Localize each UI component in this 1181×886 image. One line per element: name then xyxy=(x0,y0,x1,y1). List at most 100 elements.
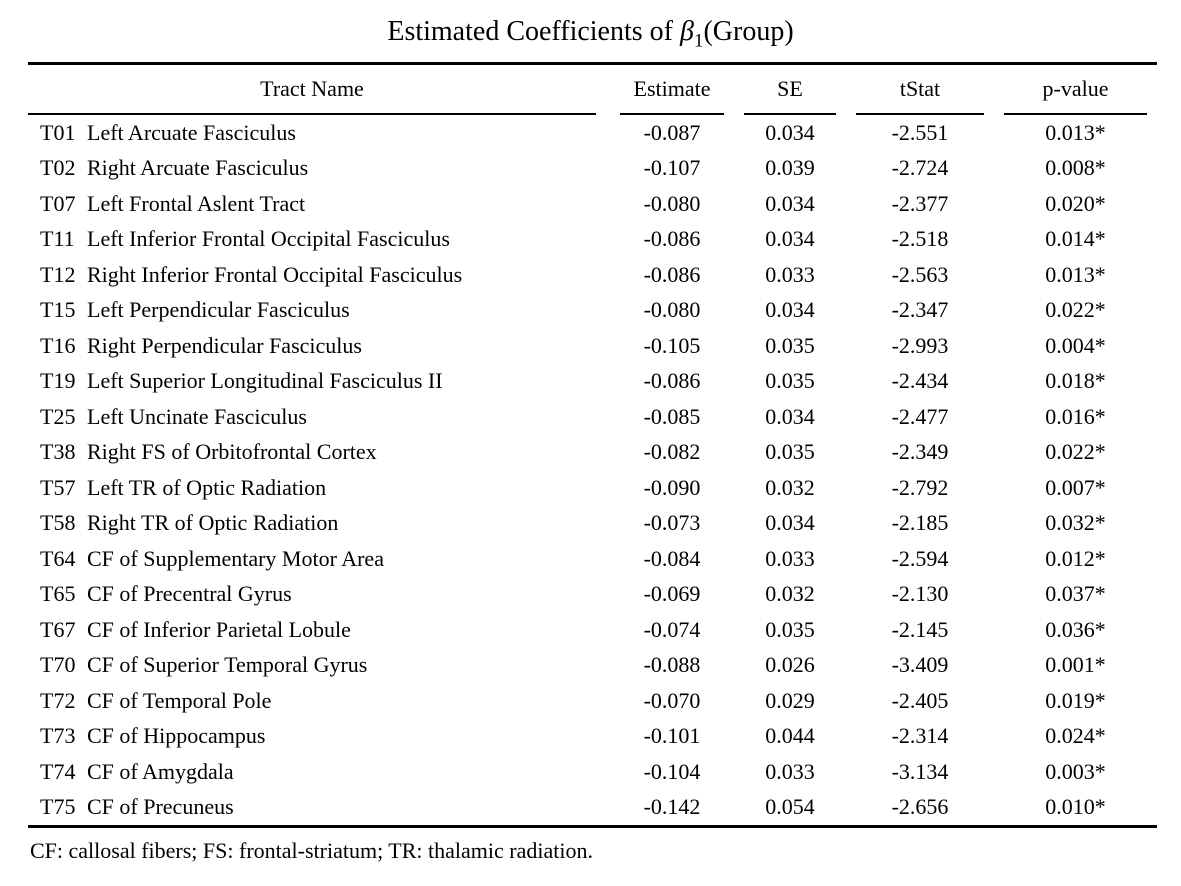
estimate-cell: -0.090 xyxy=(643,474,701,500)
tstat-cell: -3.409 xyxy=(891,652,949,678)
pvalue-cell: 0.019* xyxy=(1045,687,1106,713)
column-header-tstat: tStat xyxy=(846,64,994,115)
pvalue-cell: 0.018* xyxy=(1045,368,1106,394)
tract-name: CF of Supplementary Motor Area xyxy=(87,545,384,571)
table-row: T70 CF of Superior Temporal Gyrus -0.088 0.… xyxy=(28,648,1157,684)
tract-id: T74 xyxy=(40,758,76,784)
beta-symbol: β xyxy=(679,16,694,47)
estimate-cell: -0.073 xyxy=(643,510,701,536)
tract-id: T16 xyxy=(40,332,76,358)
tract-name: Left TR of Optic Radiation xyxy=(87,474,327,500)
tstat-cell: -2.349 xyxy=(891,439,949,465)
header-label-pvalue: p-value xyxy=(1042,76,1109,101)
tract-cell: T19 Left Superior Longitudinal Fasciculus… xyxy=(28,364,610,400)
tstat-cell: -2.594 xyxy=(891,545,949,571)
pvalue-cell: 0.016* xyxy=(1045,403,1106,429)
tract-name: CF of Hippocampus xyxy=(87,723,266,749)
se-cell: 0.029 xyxy=(765,687,815,713)
se-cell: 0.039 xyxy=(765,155,815,181)
tract-name: Left Inferior Frontal Occipital Fascicul… xyxy=(87,226,450,252)
pvalue-cell: 0.014* xyxy=(1045,226,1106,252)
pvalue-cell: 0.001* xyxy=(1045,652,1106,678)
beta-subscript: 1 xyxy=(693,30,704,52)
tstat-cell: -2.405 xyxy=(891,687,949,713)
tract-cell: T25 Left Uncinate Fasciculus xyxy=(28,399,610,435)
tract-cell: T70 CF of Superior Temporal Gyrus xyxy=(28,648,610,684)
tract-cell: T72 CF of Temporal Pole xyxy=(28,683,610,719)
tract-name: Left Arcuate Fasciculus xyxy=(87,119,296,145)
estimate-cell: -0.070 xyxy=(643,687,701,713)
coefficients-table: Tract Name Estimate SE tStat p-value T01… xyxy=(28,62,1157,828)
tract-id: T25 xyxy=(40,403,76,429)
estimate-cell: -0.105 xyxy=(643,332,701,358)
table-row: T64 CF of Supplementary Motor Area -0.084 0… xyxy=(28,541,1157,577)
table-row: T74 CF of Amygdala -0.104 0.033 -3.134 0.003* xyxy=(28,754,1157,790)
tract-cell: T65 CF of Precentral Gyrus xyxy=(28,577,610,613)
table-row: T02 Right Arcuate Fasciculus -0.107 0.039 -2… xyxy=(28,151,1157,187)
header-label-se: SE xyxy=(777,76,803,101)
se-cell: 0.034 xyxy=(765,510,815,536)
table-row: T11 Left Inferior Frontal Occipital Fasci… xyxy=(28,222,1157,258)
tract-name: CF of Precentral Gyrus xyxy=(87,581,292,607)
tstat-cell: -2.563 xyxy=(891,261,949,287)
tstat-cell: -2.314 xyxy=(891,723,949,749)
estimate-cell: -0.086 xyxy=(643,226,701,252)
se-cell: 0.032 xyxy=(765,581,815,607)
tstat-cell: -2.477 xyxy=(891,403,949,429)
pvalue-cell: 0.013* xyxy=(1045,261,1106,287)
se-cell: 0.034 xyxy=(765,119,815,145)
footnote: CF: callosal fibers; FS: frontal-striatu… xyxy=(30,838,593,863)
header-row: Tract Name Estimate SE tStat p-value xyxy=(28,64,1157,115)
tract-cell: T38 Right FS of Orbitofrontal Cortex xyxy=(28,435,610,471)
estimate-cell: -0.104 xyxy=(643,758,701,784)
pvalue-cell: 0.003* xyxy=(1045,758,1106,784)
estimate-cell: -0.080 xyxy=(643,190,701,216)
table-row: T01 Left Arcuate Fasciculus -0.087 0.034 -2.… xyxy=(28,115,1157,151)
tstat-cell: -2.792 xyxy=(891,474,949,500)
header-label-tract-name: Tract Name xyxy=(260,76,364,101)
table-row: T65 CF of Precentral Gyrus -0.069 0.032 -2.1… xyxy=(28,577,1157,613)
tract-id: T70 xyxy=(40,652,76,678)
tstat-cell: -2.518 xyxy=(891,226,949,252)
column-header-pvalue: p-value xyxy=(994,64,1157,115)
tract-name: CF of Inferior Parietal Lobule xyxy=(87,616,351,642)
table-row: T07 Left Frontal Aslent Tract -0.080 0.034 -… xyxy=(28,186,1157,222)
estimate-cell: -0.086 xyxy=(643,368,701,394)
tract-name: Left Uncinate Fasciculus xyxy=(87,403,307,429)
table-row: T73 CF of Hippocampus -0.101 0.044 -2.314 0.0… xyxy=(28,719,1157,755)
tract-name: CF of Temporal Pole xyxy=(87,687,272,713)
tract-cell: T16 Right Perpendicular Fasciculus xyxy=(28,328,610,364)
tract-id: T11 xyxy=(40,226,75,252)
tract-id: T02 xyxy=(40,155,76,181)
tstat-cell: -2.656 xyxy=(891,794,949,820)
tract-cell: T73 CF of Hippocampus xyxy=(28,719,610,755)
pvalue-cell: 0.032* xyxy=(1045,510,1106,536)
tstat-cell: -2.434 xyxy=(891,368,949,394)
tract-id: T75 xyxy=(40,794,76,820)
se-cell: 0.034 xyxy=(765,403,815,429)
tract-id: T64 xyxy=(40,545,76,571)
table-row: T58 Right TR of Optic Radiation -0.073 0.03… xyxy=(28,506,1157,542)
pvalue-cell: 0.008* xyxy=(1045,155,1106,181)
tract-name: Right FS of Orbitofrontal Cortex xyxy=(87,439,377,465)
estimate-cell: -0.082 xyxy=(643,439,701,465)
se-cell: 0.033 xyxy=(765,758,815,784)
title-prefix: Estimated Coefficients of xyxy=(387,16,680,47)
estimate-cell: -0.074 xyxy=(643,616,701,642)
se-cell: 0.035 xyxy=(765,368,815,394)
se-cell: 0.034 xyxy=(765,297,815,323)
pvalue-cell: 0.036* xyxy=(1045,616,1106,642)
se-cell: 0.033 xyxy=(765,545,815,571)
table-row: T25 Left Uncinate Fasciculus -0.085 0.034 -2… xyxy=(28,399,1157,435)
table-row: T72 CF of Temporal Pole -0.070 0.029 -2.405 0… xyxy=(28,683,1157,719)
pvalue-cell: 0.012* xyxy=(1045,545,1106,571)
tract-name: Right Perpendicular Fasciculus xyxy=(87,332,362,358)
tract-id: T58 xyxy=(40,510,76,536)
se-cell: 0.054 xyxy=(765,794,815,820)
tract-name: Right Inferior Frontal Occipital Fascicu… xyxy=(87,261,463,287)
tstat-cell: -2.347 xyxy=(891,297,949,323)
pvalue-cell: 0.037* xyxy=(1045,581,1106,607)
tract-name: Right Arcuate Fasciculus xyxy=(87,155,309,181)
estimate-cell: -0.084 xyxy=(643,545,701,571)
